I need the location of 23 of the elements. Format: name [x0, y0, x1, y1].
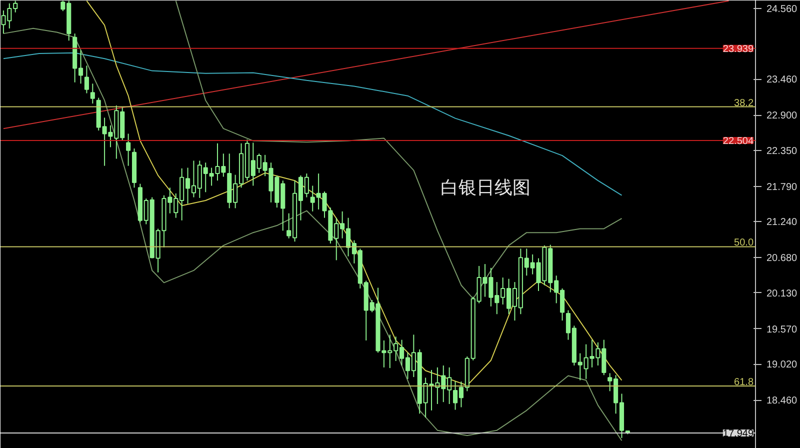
- y-tick-label: 18.460: [766, 396, 798, 407]
- y-tick-label: 21.790: [766, 182, 798, 193]
- line-series: [175, 0, 622, 300]
- y-tick-label: 22.350: [766, 146, 798, 157]
- y-tick-label: 20.130: [766, 288, 798, 300]
- y-tick-label: 20.680: [766, 253, 798, 264]
- y-tick-label: 23.460: [766, 74, 798, 86]
- y-tick-label: 24.560: [766, 4, 798, 16]
- y-tick-label: 21.240: [766, 217, 798, 228]
- candlestick: [84, 65, 89, 94]
- y-tick-label: 19.020: [766, 360, 798, 371]
- line-series: [86, 0, 622, 386]
- annotation: 61.8: [734, 377, 754, 388]
- candlestick: [126, 133, 131, 166]
- ref-line-label: 17.949: [722, 428, 754, 440]
- candlestick: [90, 83, 95, 104]
- annotation: 38.2: [734, 98, 754, 109]
- y-tick-label: 22.900: [766, 110, 798, 122]
- annotation: 白银日线图: [440, 178, 530, 198]
- annotation: 50.0: [734, 238, 754, 249]
- line-series: [2, 28, 622, 442]
- line-series: [2, 52, 622, 196]
- y-tick-label: 19.570: [766, 324, 798, 336]
